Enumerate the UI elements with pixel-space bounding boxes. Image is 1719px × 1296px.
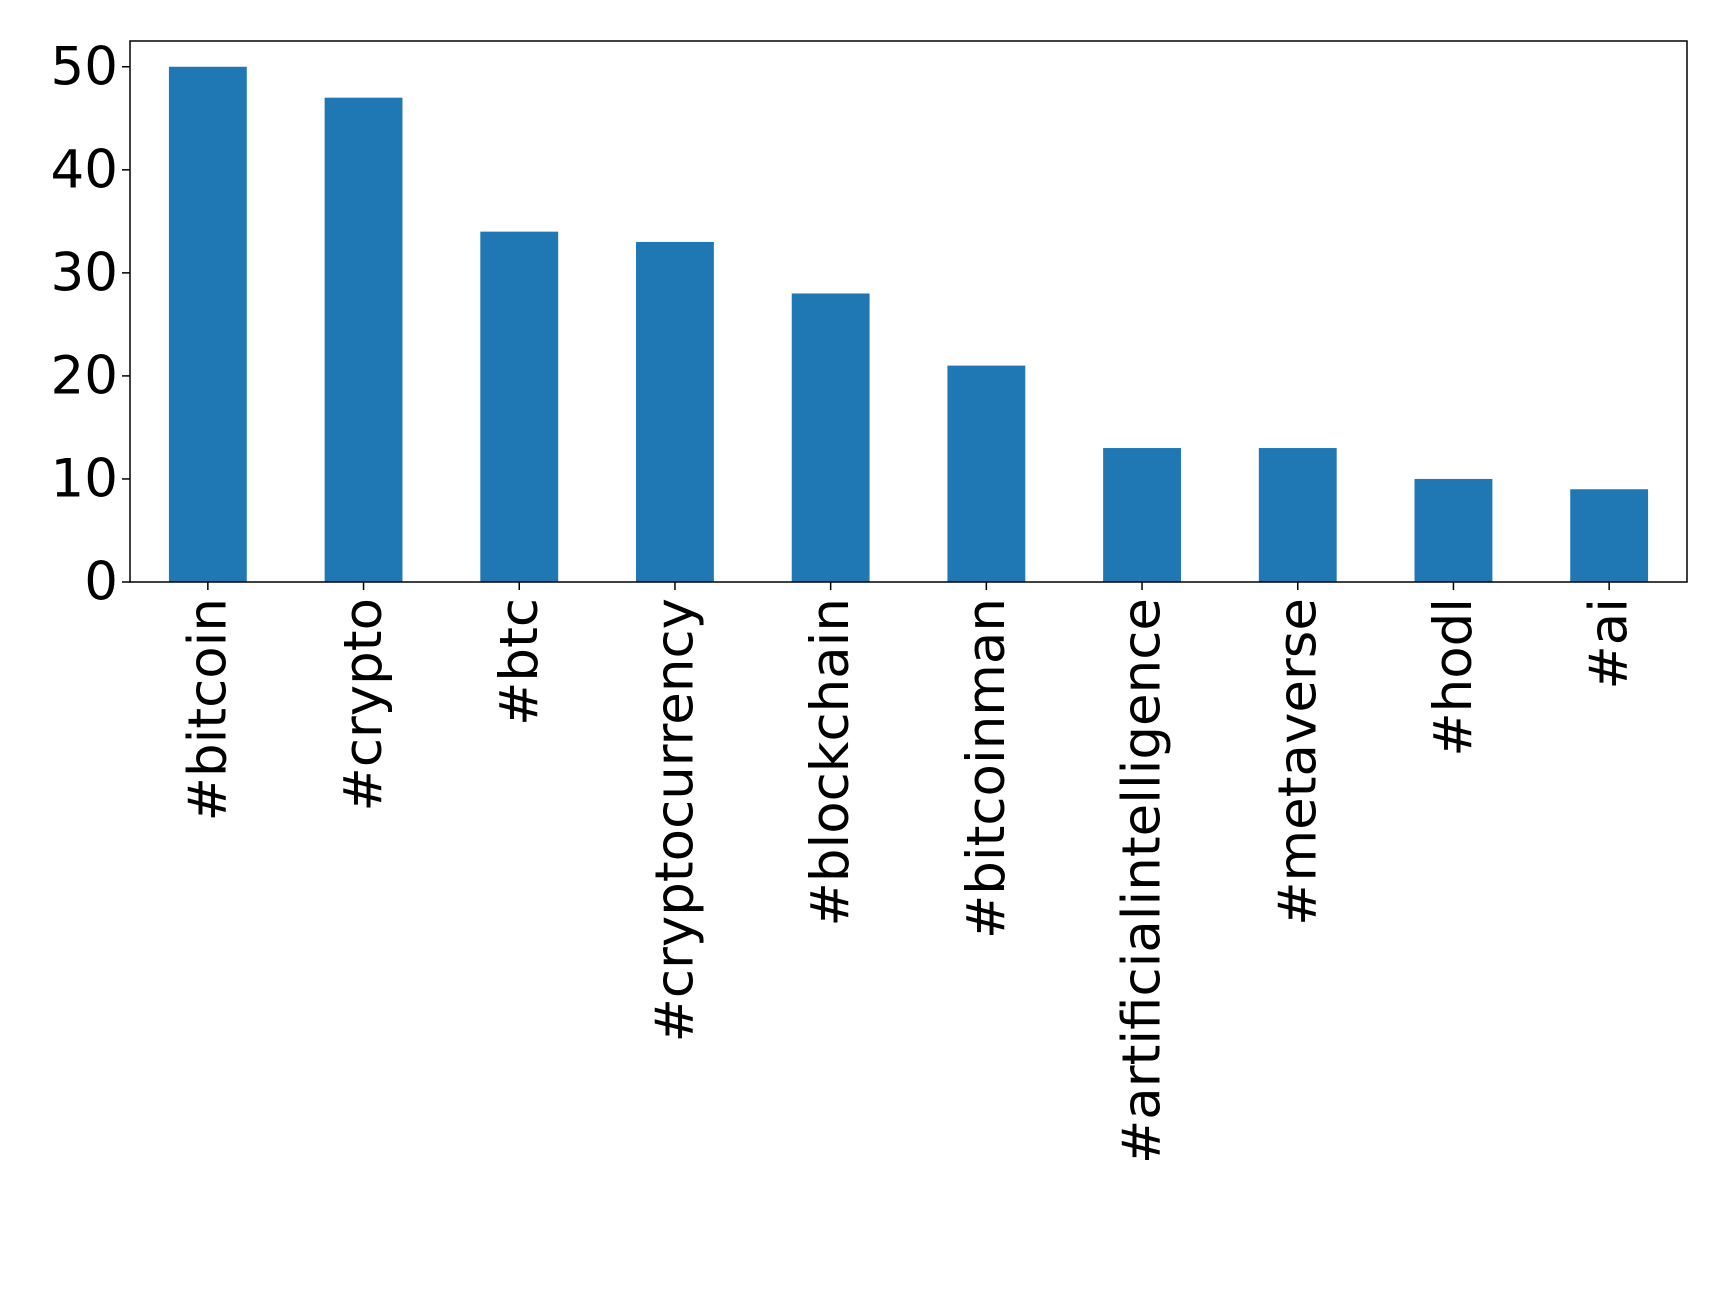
y-tick-label: 20 [51,345,118,406]
x-tick-label: #cryptocurrency [644,598,705,1042]
bar [636,241,714,582]
bar [1414,478,1493,582]
y-tick-label: 0 [84,552,118,613]
x-tick-label: #ai [1579,598,1640,690]
bar [480,231,559,582]
x-tick-label: #artificialintelligence [1112,598,1173,1164]
x-tick-label: #blockchain [800,598,861,927]
bar [168,66,247,582]
x-tick-label: #bitcoinman [956,598,1017,939]
y-tick-label: 30 [51,242,118,303]
x-tick-label: #hodl [1423,598,1484,757]
x-tick-label: #btc [489,598,550,726]
bar [947,365,1026,582]
x-tick-label: #metaverse [1267,598,1328,926]
bar [1103,448,1181,582]
bar [324,97,403,582]
plot-frame [129,40,1688,583]
bar [1570,489,1649,582]
y-tick-label: 40 [51,139,118,200]
x-tick-label: #crypto [333,598,394,812]
y-tick-label: 50 [51,36,118,97]
y-tick-label: 10 [51,448,118,509]
bar [791,293,870,582]
x-tick-label: #bitcoin [177,598,238,821]
bar [1258,448,1337,582]
